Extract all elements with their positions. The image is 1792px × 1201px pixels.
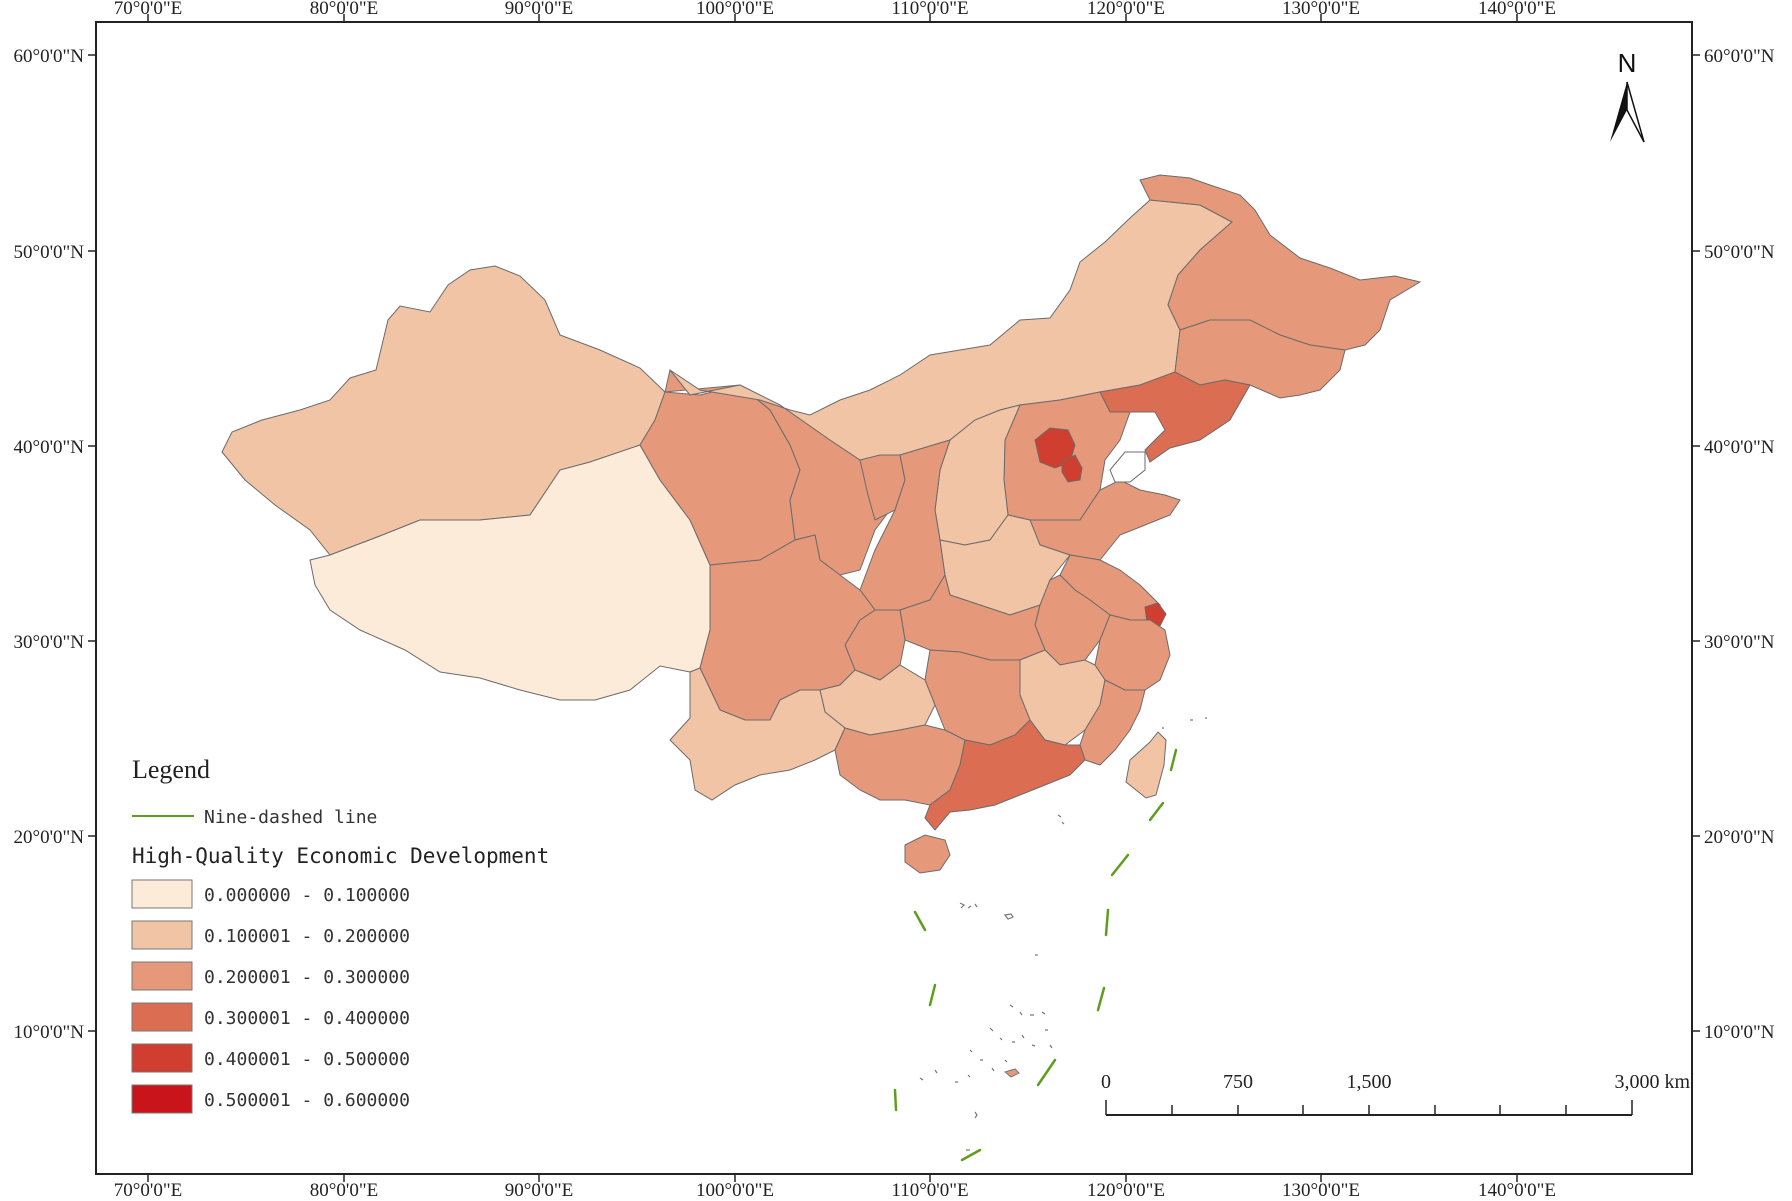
top-lon-label: 70°0'0"E [114, 0, 182, 19]
legend-swatch [131, 961, 193, 991]
legend-swatch [131, 920, 193, 950]
bottom-lon-label: 110°0'0"E [891, 1180, 968, 1201]
left-lat-label: 10°0'0"N [14, 1022, 85, 1043]
right-lat-label: 60°0'0"N [1704, 46, 1775, 67]
bottom-lon-label: 70°0'0"E [114, 1180, 182, 1201]
scale-label-1500: 1,500 [1347, 1071, 1392, 1093]
bottom-lon-label: 120°0'0"E [1087, 1180, 1165, 1201]
left-lat-label: 40°0'0"N [14, 437, 85, 458]
region-zhejiang[interactable] [1094, 614, 1171, 691]
legend-class-label: 0.500001 - 0.600000 [204, 1090, 410, 1111]
bottom-lon-label: 130°0'0"E [1282, 1180, 1360, 1201]
bohai-sea [1109, 451, 1146, 483]
map-frame [95, 21, 1693, 1175]
top-graticule [147, 14, 1518, 22]
scale-label-750: 750 [1223, 1071, 1253, 1093]
top-lon-label: 140°0'0"E [1478, 0, 1556, 19]
top-lon-label: 120°0'0"E [1087, 0, 1165, 19]
bottom-lon-label: 90°0'0"E [505, 1180, 573, 1201]
bottom-lon-label: 100°0'0"E [696, 1180, 774, 1201]
region-guangdong[interactable] [924, 719, 1086, 831]
region-tianjin[interactable] [1061, 454, 1083, 483]
scale-bar: 0 750 1,500 3,000 km [1101, 1071, 1690, 1116]
top-lon-label: 100°0'0"E [696, 0, 774, 19]
legend-class-label: 0.300001 - 0.400000 [204, 1008, 410, 1029]
legend-swatch [131, 1084, 193, 1114]
bottom-lon-label: 140°0'0"E [1478, 1180, 1556, 1201]
north-label: N [1618, 48, 1637, 78]
legend-swatch [131, 879, 193, 909]
right-lat-label: 20°0'0"N [1704, 827, 1775, 848]
scale-label-3000: 3,000 km [1614, 1071, 1690, 1093]
left-lat-label: 20°0'0"N [14, 827, 85, 848]
legend: Legend Nine-dashed line High-Quality Eco… [131, 755, 549, 1114]
right-lat-label: 50°0'0"N [1704, 242, 1775, 263]
top-lon-label: 130°0'0"E [1282, 0, 1360, 19]
nansha-island [1003, 1068, 1020, 1078]
legend-class-label: 0.100001 - 0.200000 [204, 926, 410, 947]
north-arrow-icon: N [1610, 48, 1645, 143]
province-layer [221, 174, 1422, 874]
nine-dashed-line [893, 748, 1178, 1162]
region-taiwan[interactable] [1125, 731, 1167, 799]
region-heilongjiang[interactable] [1139, 174, 1422, 351]
scale-label-0: 0 [1101, 1071, 1111, 1093]
legend-field-title: High-Quality Economic Development [132, 844, 549, 868]
legend-title: Legend [132, 755, 210, 784]
region-liaoning[interactable] [1099, 371, 1251, 463]
legend-swatch [131, 1002, 193, 1032]
right-lat-label: 10°0'0"N [1704, 1022, 1775, 1043]
left-lat-label: 50°0'0"N [14, 242, 85, 263]
legend-class-label: 0.000000 - 0.100000 [204, 885, 410, 906]
right-lat-label: 30°0'0"N [1704, 632, 1775, 653]
legend-swatch [131, 1043, 193, 1073]
legend-class-label: 0.200001 - 0.300000 [204, 967, 410, 988]
right-graticule [1692, 54, 1700, 1032]
legend-class-label: 0.400001 - 0.500000 [204, 1049, 410, 1070]
left-lat-label: 30°0'0"N [14, 632, 85, 653]
top-lon-label: 110°0'0"E [891, 0, 968, 19]
region-beijing[interactable] [1034, 427, 1076, 469]
left-graticule [88, 54, 96, 1032]
region-yunnan[interactable] [669, 667, 846, 801]
top-lon-label: 80°0'0"E [310, 0, 378, 19]
right-lat-label: 40°0'0"N [1704, 437, 1775, 458]
left-lat-label: 60°0'0"N [14, 46, 85, 67]
region-hainan[interactable] [904, 834, 951, 874]
south-sea-islands [919, 717, 1207, 1151]
legend-line-label: Nine-dashed line [204, 807, 377, 828]
bottom-graticule [147, 1174, 1518, 1182]
bottom-lon-label: 80°0'0"E [310, 1180, 378, 1201]
top-lon-label: 90°0'0"E [505, 0, 573, 19]
